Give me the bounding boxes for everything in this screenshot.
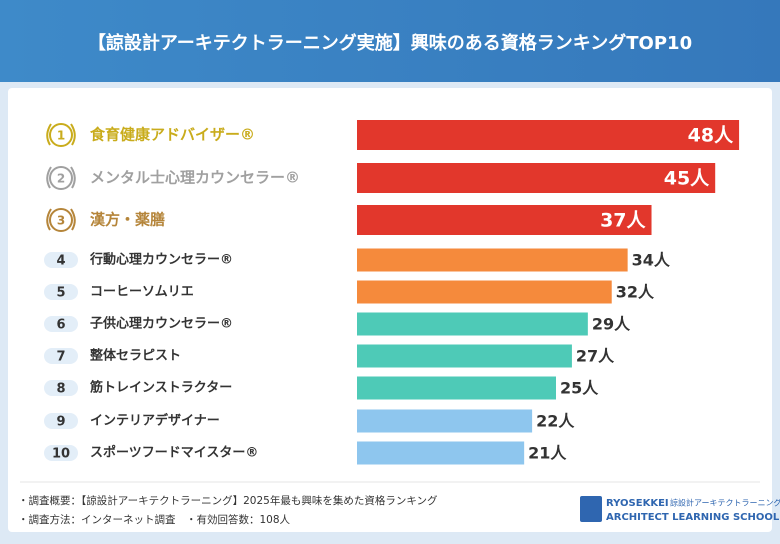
bar (357, 312, 588, 336)
card (8, 88, 772, 532)
rank: 5 (56, 286, 65, 301)
rank: 7 (56, 350, 65, 365)
bar (357, 205, 652, 235)
logo-school: ARCHITECT LEARNING SCHOOL (606, 512, 780, 523)
laurel (46, 166, 76, 189)
laurel (46, 123, 76, 146)
rank: 9 (56, 415, 65, 430)
rank: 4 (56, 254, 65, 269)
value-label: 48人 (688, 125, 734, 147)
rank-pill (44, 413, 78, 429)
logo-brand: RYOSEKKEI (606, 498, 669, 509)
category-label: 食育健康アドバイザー® (90, 126, 255, 144)
value-label: 32人 (616, 283, 655, 302)
rank-pill (44, 445, 78, 461)
category-label: コーヒーソムリエ (90, 285, 194, 300)
bar (357, 120, 740, 150)
logo-mark (580, 496, 602, 522)
bar (357, 163, 716, 193)
chart-title: 【諒設計アーキテクトラーニング実施】興味のある資格ランキングTOP10 (88, 32, 692, 54)
rank-pill (44, 348, 78, 364)
header (0, 0, 780, 82)
rank-pill (44, 316, 78, 332)
rank: 1 (57, 129, 65, 143)
value-label: 25人 (560, 379, 599, 398)
category-label: 整体セラピスト (89, 348, 181, 364)
value-label: 22人 (536, 412, 575, 431)
rank: 3 (57, 214, 65, 228)
category-label: スポーツフードマイスター® (90, 445, 258, 461)
logo: RYOSEKKEI 諒設計アーキテクトラーニング ARCHITECT LEARN… (580, 496, 780, 523)
value-label: 27人 (576, 347, 615, 366)
value-label: 37人 (600, 210, 646, 232)
bar (357, 248, 628, 272)
category-label: メンタル士心理カウンセラー® (90, 169, 300, 187)
category-label: 行動心理カウンセラー® (89, 252, 233, 268)
rank-pill (44, 380, 78, 396)
bar (357, 376, 556, 400)
note: ・調査概要：【諒設計アーキテクトラーニング】2025年最も興味を集めた資格ランキ… (18, 494, 438, 507)
value-label: 21人 (528, 444, 567, 463)
rank-pill (44, 284, 78, 300)
category-label: 漢方・薬膳 (90, 211, 165, 229)
bar (357, 280, 612, 304)
rank-badge (49, 123, 73, 147)
value-label: 29人 (592, 315, 631, 334)
bar (357, 344, 572, 368)
note: ・調査方法：インターネット調査 ・有効回答数：108人 (18, 513, 291, 526)
category-label: 子供心理カウンセラー® (90, 316, 233, 332)
value-label: 34人 (632, 251, 671, 270)
rank: 10 (52, 447, 70, 462)
value-label: 45人 (664, 168, 710, 190)
rank: 6 (56, 318, 65, 333)
category-label: 筋トレインストラクター (89, 380, 232, 396)
rank-badge (49, 208, 73, 232)
rank: 8 (56, 382, 65, 397)
rank-pill (44, 252, 78, 268)
category-label: インテリアデザイナー (90, 413, 220, 429)
laurel (46, 208, 76, 231)
logo-brand-jp: 諒設計アーキテクトラーニング (670, 498, 780, 508)
bar (357, 441, 525, 465)
rank-badge (49, 166, 73, 190)
rank: 2 (57, 172, 65, 186)
bar (357, 409, 533, 433)
